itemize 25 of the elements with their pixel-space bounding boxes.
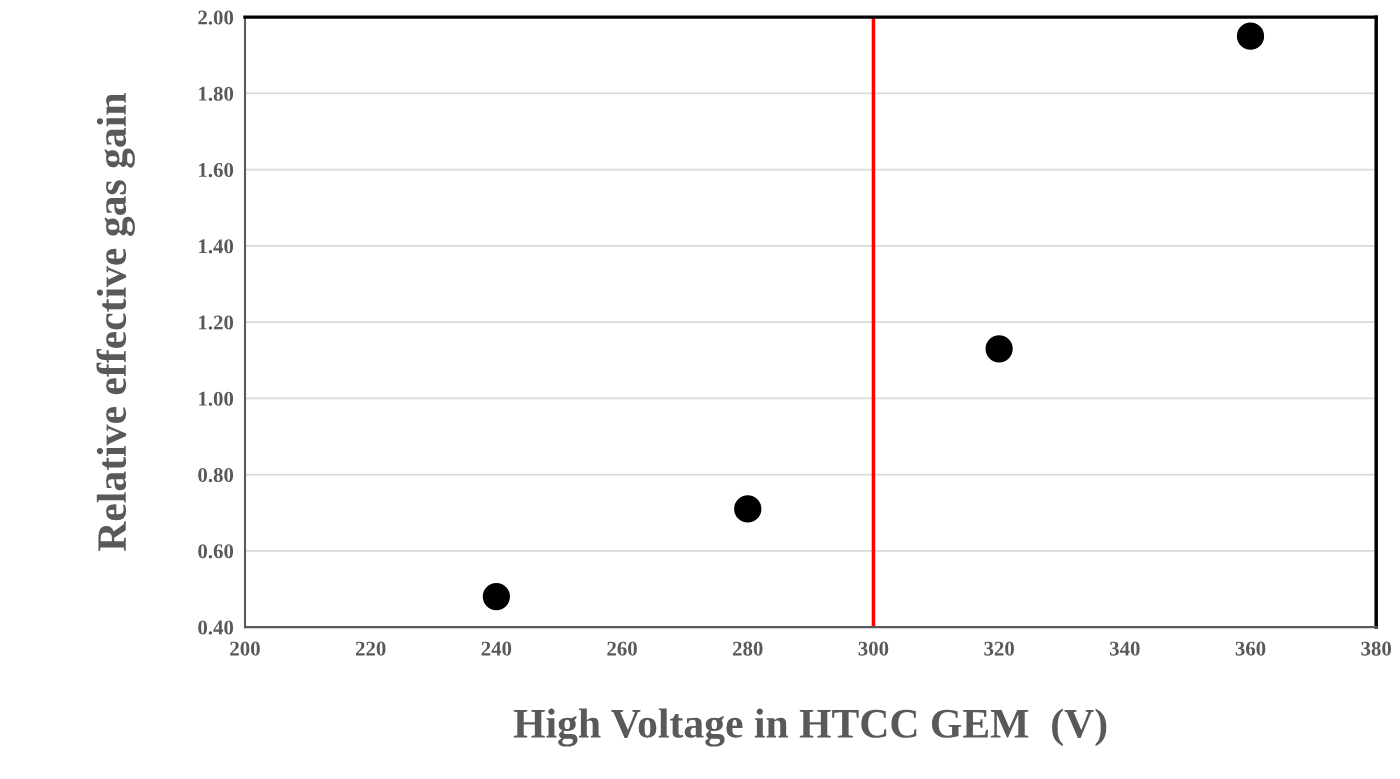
x-tick-label: 200 (230, 641, 260, 656)
point (985, 335, 1013, 363)
x-tick-label: 380 (1361, 641, 1392, 656)
point (734, 495, 762, 523)
y-tick-label: 2.00 (198, 10, 234, 25)
y-tick-label: 0.40 (198, 620, 234, 635)
x-tick-label: 260 (607, 641, 637, 656)
y-tick-label: 1.00 (199, 391, 234, 406)
point (1236, 22, 1265, 50)
y-tick-label: 1.40 (199, 239, 234, 254)
x-tick-label: 360 (1235, 641, 1266, 656)
x-tick-label: 300 (858, 641, 889, 656)
point (482, 582, 510, 611)
x-tick-label: 240 (481, 641, 512, 656)
y-tick-label: 1.60 (199, 163, 234, 178)
y-tick-label: 1.80 (199, 86, 234, 101)
y-tick-label: 0.80 (198, 467, 234, 483)
x-tick-label: 280 (733, 641, 763, 656)
x-axis-title: High Voltage in HTCC GEM (V) (513, 708, 1107, 747)
x-tick-label: 320 (984, 641, 1014, 656)
y-tick-label: 1.20 (199, 315, 234, 330)
y-axis-title: Relative effective gas gain (96, 93, 135, 552)
x-tick-label: 220 (355, 641, 386, 656)
x-tick-label: 340 (1109, 641, 1140, 656)
y-tick-label: 0.60 (198, 544, 234, 559)
